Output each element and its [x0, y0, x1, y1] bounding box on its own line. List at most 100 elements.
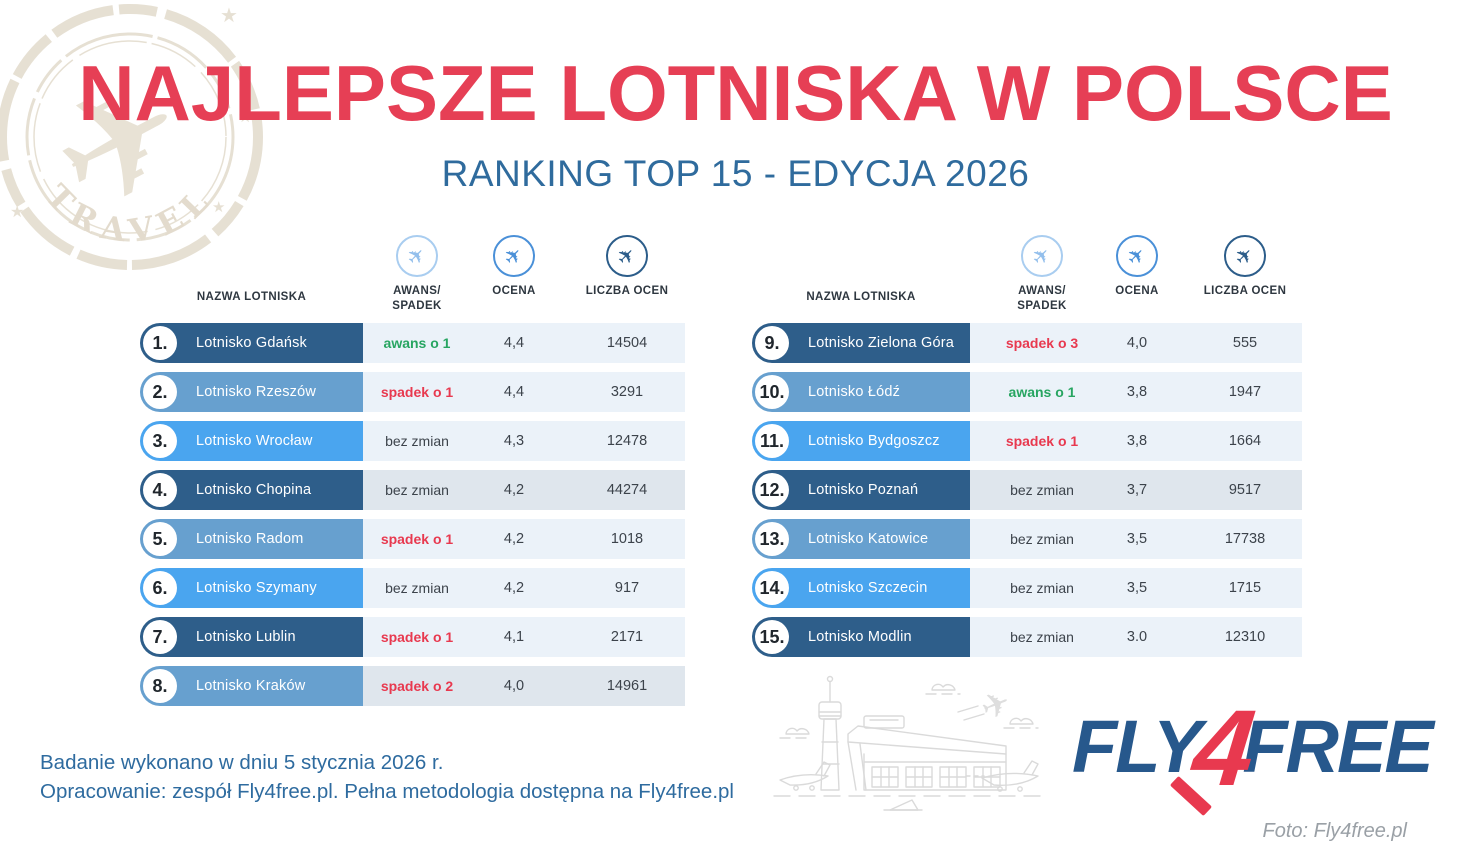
- rating-value: 3,8: [1126, 384, 1148, 400]
- plane-icon: ✈: [396, 235, 438, 277]
- plane-icon: ✈: [1224, 235, 1266, 277]
- rank-number: 5.: [152, 528, 168, 549]
- rank-badge: 1.: [143, 326, 177, 360]
- rank-badge: 12.: [755, 473, 789, 507]
- airport-name: Lotnisko Poznań: [808, 482, 919, 498]
- rating-value: 4,0: [503, 678, 525, 694]
- row-strip: [363, 323, 685, 363]
- rank-badge: 9.: [755, 326, 789, 360]
- change-value: awans o 1: [383, 335, 451, 351]
- count-value: 12310: [1224, 629, 1266, 645]
- row-pill: 12. Lotnisko Poznań: [752, 470, 970, 510]
- airport-name: Lotnisko Katowice: [808, 531, 929, 547]
- rating-value: 4,4: [503, 335, 525, 351]
- row-strip: [363, 568, 685, 608]
- rating-value: 4,2: [503, 531, 525, 547]
- rank-number: 7.: [152, 626, 168, 647]
- table-rows: 9. Lotnisko Zielona Góra spadek o 3 4,0 …: [752, 323, 1302, 657]
- table-row: 1. Lotnisko Gdańsk awans o 1 4,4 14504: [140, 323, 685, 363]
- change-value: awans o 1: [1008, 384, 1076, 400]
- rating-value: 4,4: [503, 384, 525, 400]
- rank-number: 2.: [152, 381, 168, 402]
- table-row: 4. Lotnisko Chopina bez zmian 4,2 44274: [140, 470, 685, 510]
- rank-badge: 15.: [755, 620, 789, 654]
- row-pill: 1. Lotnisko Gdańsk: [140, 323, 363, 363]
- table-row: 3. Lotnisko Wrocław bez zmian 4,3 12478: [140, 421, 685, 461]
- row-pill: 10. Lotnisko Łódź: [752, 372, 970, 412]
- airport-name: Lotnisko Lublin: [196, 629, 296, 645]
- rank-number: 13.: [759, 528, 785, 549]
- rating-value: 3,5: [1126, 531, 1148, 547]
- table-rows: 1. Lotnisko Gdańsk awans o 1 4,4 14504 2…: [140, 323, 685, 706]
- column-header-name: NAZWA LOTNISKA: [806, 291, 916, 303]
- rank-badge: 10.: [755, 375, 789, 409]
- count-value: 3291: [610, 384, 644, 400]
- plane-icon: ✈: [606, 235, 648, 277]
- row-pill: 3. Lotnisko Wrocław: [140, 421, 363, 461]
- table-row: 13. Lotnisko Katowice bez zmian 3,5 1773…: [752, 519, 1302, 559]
- row-pill: 9. Lotnisko Zielona Góra: [752, 323, 970, 363]
- count-value: 2171: [610, 629, 644, 645]
- plane-icon: ✈: [1116, 235, 1158, 277]
- ranking-table-right: NAZWA LOTNISKA ✈ AWANS/ SPADEK ✈ OCENA ✈…: [752, 235, 1302, 666]
- logo-free-text: FREE: [1242, 705, 1433, 788]
- row-strip: [363, 519, 685, 559]
- row-strip: [970, 372, 1302, 412]
- change-value: spadek o 1: [1005, 433, 1079, 449]
- rank-badge: 8.: [143, 669, 177, 703]
- rank-number: 10.: [759, 381, 785, 402]
- row-strip: [363, 666, 685, 706]
- change-value: spadek o 2: [380, 678, 454, 694]
- stamp-star-icon: ★: [212, 198, 225, 216]
- table-row: 9. Lotnisko Zielona Góra spadek o 3 4,0 …: [752, 323, 1302, 363]
- row-strip: [970, 323, 1302, 363]
- table-row: 8. Lotnisko Kraków spadek o 2 4,0 14961: [140, 666, 685, 706]
- row-pill: 11. Lotnisko Bydgoszcz: [752, 421, 970, 461]
- count-value: 14961: [606, 678, 648, 694]
- rank-number: 15.: [759, 626, 785, 647]
- column-header-rating: ✈ OCENA: [1072, 235, 1202, 299]
- row-pill: 8. Lotnisko Kraków: [140, 666, 363, 706]
- column-header-change-line1: AWANS/: [393, 285, 441, 297]
- column-header-change-line2: SPADEK: [1017, 299, 1067, 312]
- row-pill: 5. Lotnisko Radom: [140, 519, 363, 559]
- row-pill: 6. Lotnisko Szymany: [140, 568, 363, 608]
- rank-number: 1.: [152, 332, 168, 353]
- count-value: 9517: [1228, 482, 1262, 498]
- row-strip: [363, 617, 685, 657]
- plane-icon: ✈: [493, 235, 535, 277]
- count-value: 917: [614, 580, 640, 596]
- rank-badge: 13.: [755, 522, 789, 556]
- change-value: spadek o 1: [380, 384, 454, 400]
- column-header-rating: ✈ OCENA: [449, 235, 579, 299]
- change-value: bez zmian: [1010, 629, 1074, 645]
- change-value: bez zmian: [385, 433, 449, 449]
- footer-line1: Badanie wykonano w dniu 5 stycznia 2026 …: [40, 751, 444, 774]
- change-value: bez zmian: [1010, 580, 1074, 596]
- column-header-change: ✈ AWANS/ SPADEK: [352, 235, 482, 314]
- count-value: 1947: [1228, 384, 1262, 400]
- count-value: 1018: [610, 531, 644, 547]
- rank-badge: 7.: [143, 620, 177, 654]
- row-strip: [363, 421, 685, 461]
- rank-badge: 11.: [755, 424, 789, 458]
- rating-value: 3,5: [1126, 580, 1148, 596]
- rank-badge: 6.: [143, 571, 177, 605]
- count-value: 14504: [606, 335, 648, 351]
- count-value: 12478: [606, 433, 648, 449]
- airport-name: Lotnisko Kraków: [196, 678, 306, 694]
- page-subtitle: RANKING TOP 15 - EDYCJA 2026: [441, 153, 1030, 194]
- rank-number: 9.: [764, 332, 780, 353]
- airport-name: Lotnisko Rzeszów: [196, 384, 317, 400]
- change-value: bez zmian: [385, 580, 449, 596]
- row-pill: 2. Lotnisko Rzeszów: [140, 372, 363, 412]
- airport-name: Lotnisko Szczecin: [808, 580, 928, 596]
- stamp-star-icon: ★: [220, 3, 238, 27]
- table-row: 5. Lotnisko Radom spadek o 1 4,2 1018: [140, 519, 685, 559]
- change-value: bez zmian: [385, 482, 449, 498]
- table-row: 6. Lotnisko Szymany bez zmian 4,2 917: [140, 568, 685, 608]
- rating-value: 3,8: [1126, 433, 1148, 449]
- row-strip: [363, 372, 685, 412]
- ranking-table-left: NAZWA LOTNISKA ✈ AWANS/ SPADEK ✈ OCENA ✈…: [140, 235, 685, 715]
